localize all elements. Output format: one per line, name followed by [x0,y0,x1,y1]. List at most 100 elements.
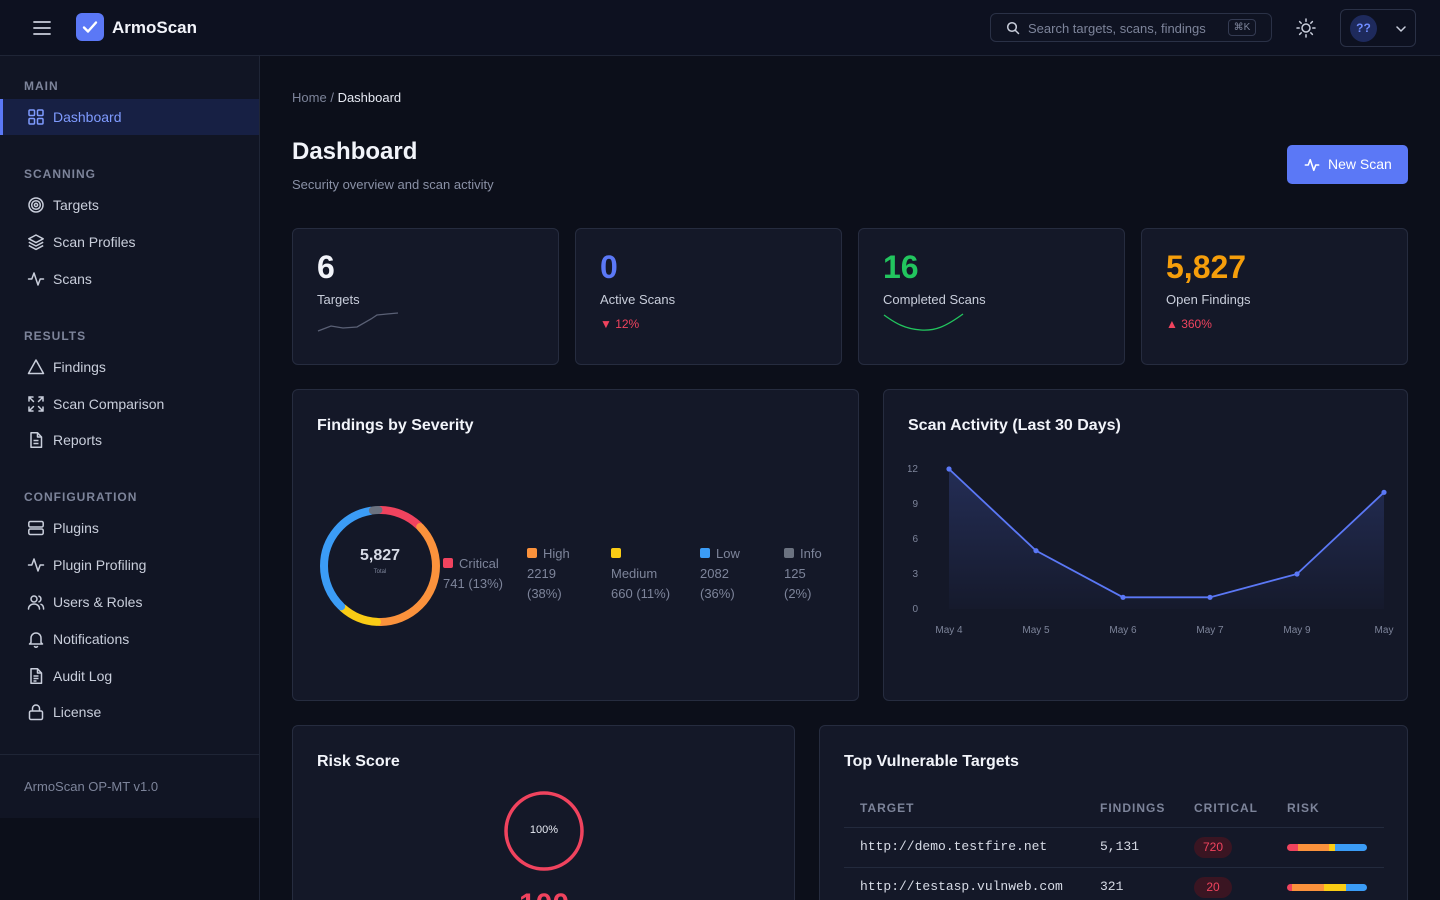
stat-label: Active Scans [600,292,676,307]
data-point[interactable] [1120,594,1126,600]
legend-swatch [611,548,621,558]
stat-value: 16 [883,249,919,285]
user-menu[interactable]: ?? [1340,9,1416,47]
x-tick-label: May 5 [1022,625,1050,636]
activity-icon [27,272,45,286]
data-point[interactable] [1381,489,1387,495]
sidebar-item-dashboard[interactable]: Dashboard [0,99,259,135]
scan-activity-card: Scan Activity (Last 30 Days) 0 3 6 9 12 May 4… [883,389,1408,701]
legend-high: High 2219 (38%) [527,544,587,604]
sidebar-item-notifications[interactable]: Notifications [0,621,259,657]
warning-triangle-icon [27,359,45,375]
column-header-risk[interactable]: RISK [1287,801,1320,815]
sidebar-item-scan-comparison[interactable]: Scan Comparison [0,386,259,422]
grid-icon [28,109,44,125]
stat-card-open-findings[interactable]: 5,827 Open Findings ▲ 360% [1141,228,1408,365]
x-tick-label: May [1375,625,1394,636]
sidebar-footer-bg [0,818,260,900]
risk-bar-segment [1291,884,1324,891]
stat-card-completed-scans[interactable]: 16 Completed Scans [858,228,1125,365]
x-tick-label: May 9 [1283,625,1311,636]
target-url[interactable]: http://demo.testfire.net [860,839,1048,854]
table-divider [844,827,1384,828]
app-logo[interactable] [76,13,104,41]
data-point[interactable] [1207,594,1213,600]
legend-count: 660 [611,586,633,601]
sidebar-item-plugins[interactable]: Plugins [0,510,259,546]
sidebar-item-scan-profiles[interactable]: Scan Profiles [0,224,259,260]
donut-slice-medium[interactable] [320,506,440,626]
legend-count: 2082 [700,566,729,581]
y-tick-label: 12 [908,464,918,475]
avatar[interactable]: ?? [1350,15,1377,42]
findings-count: 5,131 [1100,839,1140,854]
stat-label: Completed Scans [883,292,986,307]
app-name[interactable]: ArmoScan [112,18,198,37]
sidebar-item-label: Plugin Profiling [53,557,147,573]
search-input[interactable] [1028,19,1218,37]
section-title-scanning: SCANNING [24,167,97,181]
risk-bar-segment [1287,884,1292,891]
target-url[interactable]: http://testasp.vulnweb.com [860,879,1063,894]
global-search[interactable]: ⌘K [990,13,1272,42]
critical-badge: 20 [1194,877,1232,898]
server-icon [28,520,44,536]
sidebar-divider [0,754,259,755]
section-title-configuration: CONFIGURATION [24,490,138,504]
chevron-down-icon [1396,26,1406,32]
data-point[interactable] [1294,571,1300,577]
critical-badge: 720 [1194,837,1232,858]
stat-label: Targets [317,292,360,307]
sidebar-item-plugin-profiling[interactable]: Plugin Profiling [0,547,259,583]
sidebar-item-label: Scan Comparison [53,396,165,412]
stat-card-active-scans[interactable]: 0 Active Scans ▼ 12% [575,228,842,365]
sidebar-item-license[interactable]: License [0,694,259,730]
legend-name: Critical [459,556,499,571]
legend-swatch [527,548,537,558]
legend-pct: (36%) [700,586,735,601]
sidebar-item-label: Audit Log [53,668,113,684]
stat-label: Open Findings [1166,292,1251,307]
search-icon [1006,21,1020,35]
data-point[interactable] [1033,548,1039,554]
sidebar-item-label: Targets [53,197,99,213]
activity-icon [27,558,45,572]
breadcrumb-current: Dashboard [337,90,402,105]
sidebar-item-label: Findings [53,359,106,375]
column-header-findings[interactable]: FINDINGS [1100,801,1166,815]
menu-toggle-icon[interactable] [32,19,52,37]
layers-icon [28,234,44,251]
table-divider [844,867,1384,868]
legend-pct: (2%) [784,586,812,601]
sidebar-item-users-roles[interactable]: Users & Roles [0,584,259,620]
sidebar-item-scans[interactable]: Scans [0,261,259,297]
sidebar-item-label: Dashboard [53,109,122,125]
sidebar-item-findings[interactable]: Findings [0,349,259,385]
legend-name: Medium [611,566,658,581]
risk-bar [1287,884,1367,891]
y-tick-label: 0 [912,604,918,615]
column-header-target[interactable]: TARGET [860,801,915,815]
theme-toggle-sun-icon[interactable] [1295,17,1317,39]
stat-delta: ▼ 12% [600,317,640,331]
severity-donut-chart [320,506,440,626]
donut-slice-low[interactable] [320,506,440,626]
risk-bar-segment [1334,844,1367,851]
sidebar-item-audit-log[interactable]: Audit Log [0,658,259,694]
legend-pct: (11%) [636,586,671,601]
breadcrumb-home[interactable]: Home [292,90,327,105]
legend-low: Low 2082 (36%) [700,544,760,604]
sidebar-item-label: Scans [53,271,92,287]
new-scan-button[interactable]: New Scan [1287,145,1408,184]
stat-card-targets[interactable]: 6 Targets [292,228,559,365]
sidebar-item-reports[interactable]: Reports [0,422,259,458]
sidebar-item-targets[interactable]: Targets [0,187,259,223]
data-point[interactable] [946,466,952,472]
stat-value: 5,827 [1166,249,1247,285]
card-title: Top Vulnerable Targets [844,753,1019,770]
document-icon [30,432,43,448]
app-version: ArmoScan OP-MT v1.0 [24,779,159,794]
column-header-critical[interactable]: CRITICAL [1194,801,1258,815]
y-tick-label: 3 [912,569,918,580]
donut-slice-info[interactable] [320,506,440,626]
